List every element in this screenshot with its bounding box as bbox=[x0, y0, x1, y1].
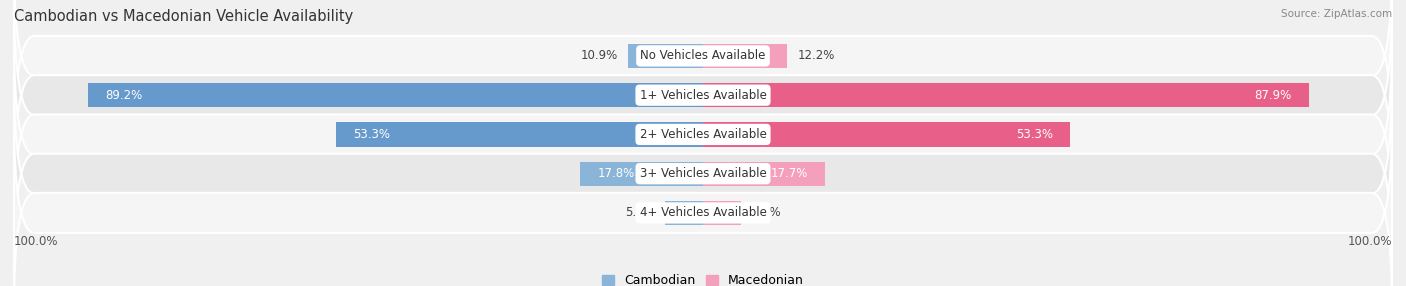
FancyBboxPatch shape bbox=[14, 0, 1392, 193]
Bar bbox=[89, 83, 703, 107]
Text: 10.9%: 10.9% bbox=[581, 49, 617, 62]
Text: 53.3%: 53.3% bbox=[1017, 128, 1053, 141]
Text: No Vehicles Available: No Vehicles Available bbox=[640, 49, 766, 62]
Text: 3+ Vehicles Available: 3+ Vehicles Available bbox=[640, 167, 766, 180]
Bar bbox=[336, 122, 703, 147]
Text: 12.2%: 12.2% bbox=[797, 49, 835, 62]
Bar bbox=[703, 162, 825, 186]
FancyBboxPatch shape bbox=[14, 76, 1392, 271]
Bar bbox=[665, 201, 703, 225]
Bar bbox=[703, 122, 1070, 147]
Bar bbox=[703, 201, 741, 225]
Text: Source: ZipAtlas.com: Source: ZipAtlas.com bbox=[1281, 9, 1392, 19]
Text: 2+ Vehicles Available: 2+ Vehicles Available bbox=[640, 128, 766, 141]
Legend: Cambodian, Macedonian: Cambodian, Macedonian bbox=[598, 269, 808, 286]
Text: Cambodian vs Macedonian Vehicle Availability: Cambodian vs Macedonian Vehicle Availabi… bbox=[14, 9, 353, 23]
Bar bbox=[581, 162, 703, 186]
Text: 1+ Vehicles Available: 1+ Vehicles Available bbox=[640, 89, 766, 102]
Text: 100.0%: 100.0% bbox=[14, 235, 59, 247]
Text: 89.2%: 89.2% bbox=[105, 89, 143, 102]
Text: 5.5%: 5.5% bbox=[751, 206, 780, 219]
Text: 17.8%: 17.8% bbox=[598, 167, 636, 180]
Text: 4+ Vehicles Available: 4+ Vehicles Available bbox=[640, 206, 766, 219]
Text: 87.9%: 87.9% bbox=[1254, 89, 1291, 102]
FancyBboxPatch shape bbox=[14, 0, 1392, 154]
Text: 53.3%: 53.3% bbox=[353, 128, 389, 141]
Text: 100.0%: 100.0% bbox=[1347, 235, 1392, 247]
Bar bbox=[628, 44, 703, 68]
Text: 5.5%: 5.5% bbox=[626, 206, 655, 219]
Bar bbox=[703, 44, 787, 68]
FancyBboxPatch shape bbox=[14, 115, 1392, 286]
FancyBboxPatch shape bbox=[14, 37, 1392, 232]
Bar bbox=[703, 83, 1309, 107]
Text: 17.7%: 17.7% bbox=[770, 167, 807, 180]
